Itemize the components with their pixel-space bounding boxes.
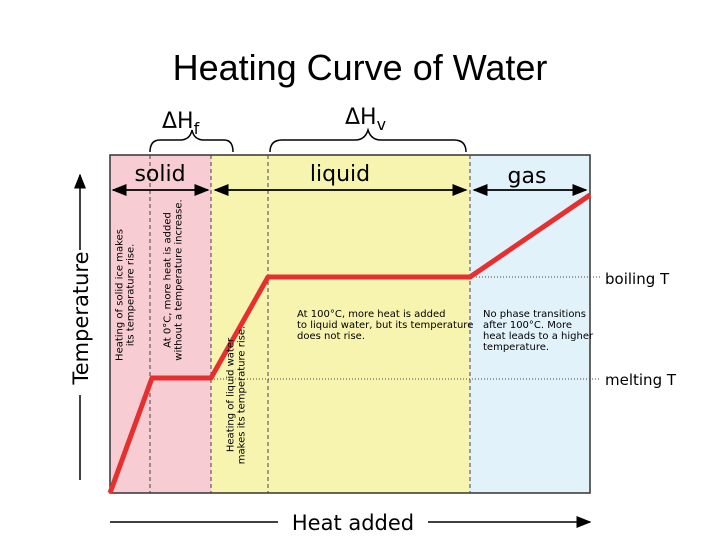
note-line: makes its temperature rise. (237, 326, 248, 464)
dashed-lines (149, 155, 471, 493)
level-label: boiling T (605, 270, 670, 288)
note-line: its temperature rise. (126, 244, 137, 347)
note-line: Heating of solid ice makes (115, 229, 126, 361)
enthalpy-fusion: ΔHf (162, 109, 200, 138)
note: At 0°C, more heat is addedwithout a temp… (163, 199, 185, 360)
note-line: to liquid water, but its temperature (297, 320, 473, 331)
note-line: temperature. (483, 342, 549, 353)
phase-label: solid (134, 162, 185, 187)
note: At 100°C, more heat is added to liquid wa… (297, 309, 473, 342)
axis-gap (68, 250, 92, 395)
note: Heating of solid ice makesits temperatur… (115, 229, 137, 361)
title: Heating Curve of Water (173, 47, 548, 88)
phase-label: gas (508, 164, 547, 189)
note-line: heat leads to a higher (483, 331, 594, 342)
braces (149, 127, 467, 153)
note-line: does not rise. (297, 331, 365, 342)
regions (109, 154, 591, 494)
heating-curve (107, 192, 592, 494)
x-axis-label: Heat added (292, 511, 414, 535)
note: Heating of liquid watermakes its tempera… (226, 326, 248, 464)
level-lines (211, 276, 600, 380)
note-line: No phase transitions (483, 309, 586, 320)
level-label: melting T (605, 371, 677, 389)
note-line: without a temperature increase. (174, 199, 185, 360)
note-line: after 100°C. More (483, 320, 572, 331)
axis-gap (278, 508, 428, 536)
enthalpy-vaporization: ΔHv (345, 105, 386, 134)
note-line: At 100°C, more heat is added (297, 309, 445, 320)
note: No phase transitions after 100°C. More hea… (483, 309, 594, 353)
phase-label: liquid (310, 162, 370, 187)
note-line: At 0°C, more heat is added (163, 212, 174, 348)
y-axis-label: Temperature (69, 251, 93, 385)
note-line: Heating of liquid water (226, 337, 237, 452)
